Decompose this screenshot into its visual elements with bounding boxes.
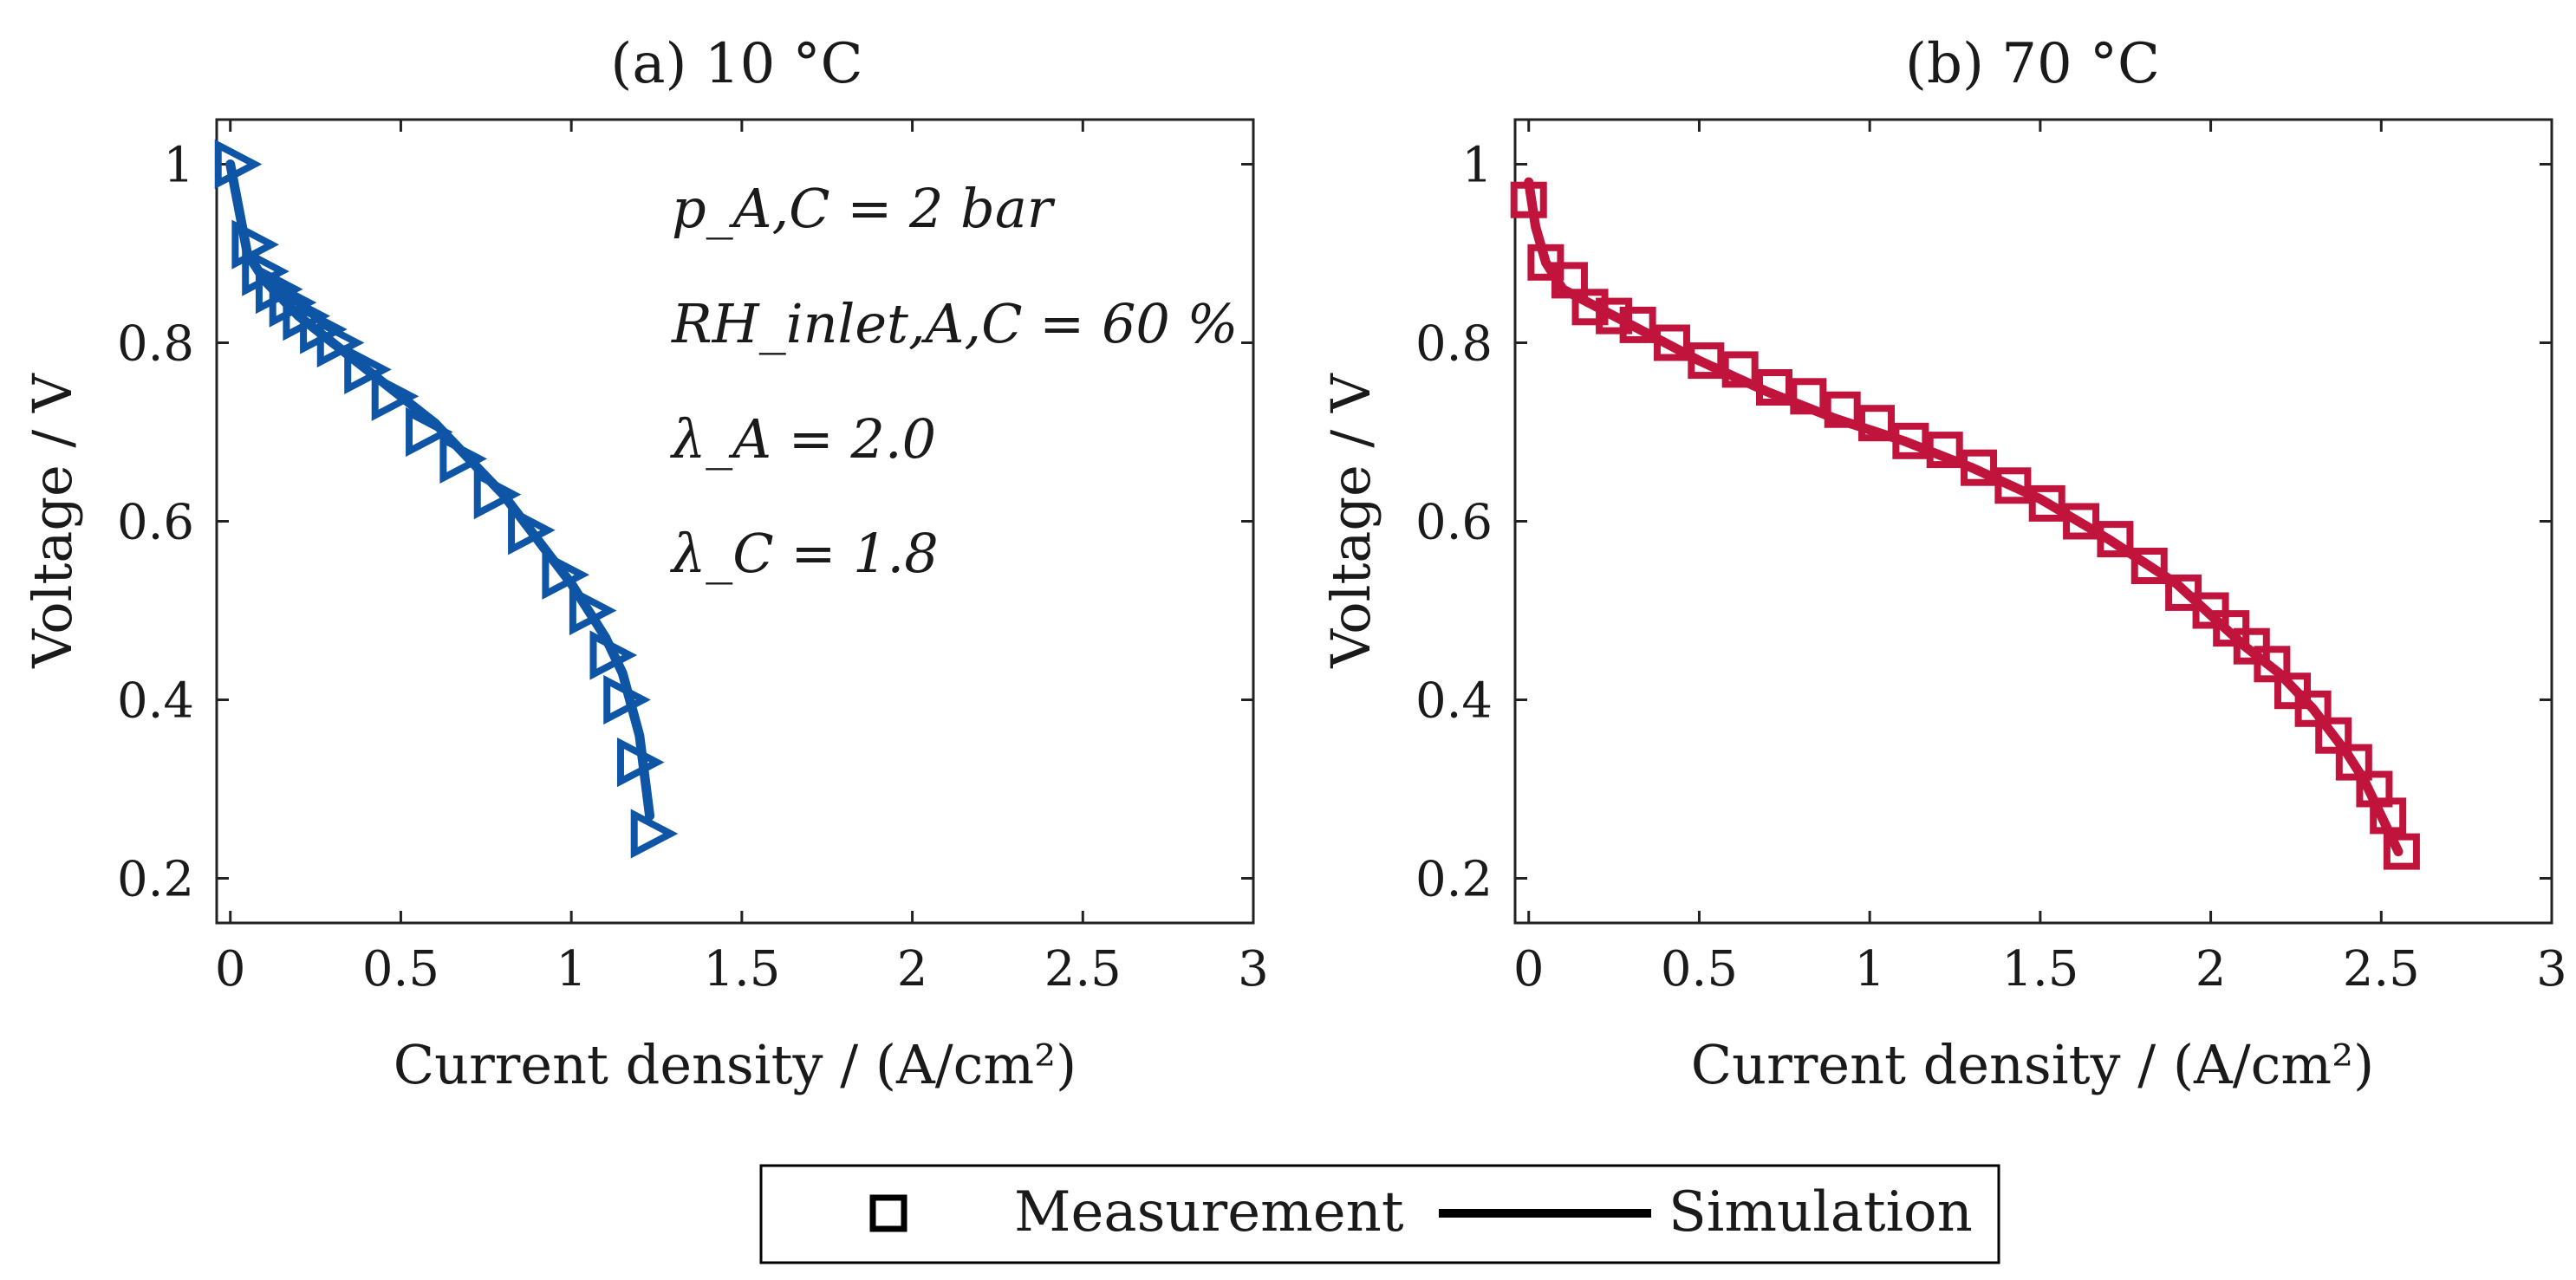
x-tick-label: 2.5	[1044, 941, 1122, 997]
panel-b-title: (b) 70 °C	[1905, 32, 2160, 96]
x-tick-label: 0.5	[1661, 941, 1738, 997]
y-tick-label: 1	[163, 138, 194, 194]
y-tick-label: 0.2	[1415, 852, 1493, 908]
panel-a-ticks: 0 0.5 1 1.5 2 2.5 3 0.2 0.4 0.6 0.8 1	[117, 120, 1269, 997]
measurement-point	[2294, 690, 2332, 727]
simulation-line	[225, 159, 655, 821]
measurement-point	[603, 674, 651, 725]
measurement-point	[1858, 405, 1896, 442]
measurement-point	[1721, 351, 1759, 388]
measurement-point	[1510, 181, 1547, 218]
legend: Measurement Simulation	[759, 1164, 2000, 1264]
measurement-point	[269, 277, 317, 328]
measurement-point	[439, 433, 488, 484]
legend-box	[759, 1164, 2000, 1264]
measurement-point	[242, 246, 289, 296]
measurement-point	[1596, 297, 1633, 335]
x-tick-label: 1	[556, 941, 587, 997]
panel-b-ticks: 0 0.5 1 1.5 2 2.5 3 0.2 0.4 0.6 0.8 1	[1415, 120, 2567, 997]
x-tick-label: 2	[897, 941, 928, 997]
y-tick-label: 0.4	[117, 673, 194, 730]
measurement-point	[1892, 422, 1929, 459]
measurement-point	[2315, 717, 2352, 754]
measurement-point	[1824, 391, 1861, 428]
measurement-point	[1551, 262, 1588, 299]
measurement-point	[616, 737, 665, 788]
measurement-point	[1926, 432, 1963, 469]
y-tick-label: 0.2	[117, 852, 194, 908]
y-tick-label: 0.4	[1415, 673, 1493, 730]
panel-a-x-axis-label: Current density / (A/cm²)	[394, 1033, 1077, 1096]
measurement-point	[589, 630, 638, 680]
panel-a-y-axis-label: Voltage / V	[21, 373, 84, 669]
legend-label-measurement: Measurement	[1014, 1180, 1404, 1244]
legend-label-simulation: Simulation	[1669, 1180, 1973, 1244]
measurement-point	[2063, 503, 2100, 540]
x-tick-label: 0	[215, 941, 246, 997]
x-tick-label: 1	[1854, 941, 1885, 997]
measurement-point	[214, 139, 263, 190]
annotation-pressure: p_A,C = 2 bar	[672, 177, 1056, 240]
y-tick-label: 0.6	[117, 495, 194, 551]
measurement-point	[1961, 449, 1998, 486]
measurement-point	[2383, 833, 2420, 870]
x-tick-label: 0	[1513, 941, 1545, 997]
measurement-point	[473, 469, 522, 520]
panel-b-voltage-vs-current-70c: (b) 70 °C 0 0.5 1 1.5 2 2.5 3 0.2 0.4 0.6 0.8 1 Cur…	[1319, 32, 2567, 1096]
measurement-point	[542, 549, 590, 600]
annotation-lambda-anode: λ_A = 2.0	[669, 407, 936, 471]
panel-a-annotation-block: p_A,C = 2 bar RH_inlet,A,C = 60 % λ_A = …	[669, 177, 1238, 585]
measurement-point	[406, 406, 453, 458]
measurement-point	[1688, 342, 1725, 380]
measurement-point	[344, 344, 392, 395]
x-tick-label: 2.5	[2343, 941, 2420, 997]
measurement-point	[1790, 378, 1827, 415]
x-tick-label: 1.5	[703, 941, 780, 997]
measurement-point	[569, 585, 617, 636]
x-tick-label: 3	[1238, 941, 1269, 997]
measurement-point	[2370, 797, 2407, 835]
measurement-point	[316, 317, 365, 368]
simulation-line	[1524, 177, 2404, 857]
panel-b-y-axis-label: Voltage / V	[1319, 373, 1382, 669]
measurement-point	[2028, 484, 2065, 522]
panel-a-title: (a) 10 °C	[610, 32, 862, 96]
measurement-point	[371, 371, 420, 421]
measurement-point	[255, 264, 303, 315]
panel-b-x-axis-label: Current density / (A/cm²)	[1691, 1033, 2375, 1096]
panel-a-series	[214, 139, 679, 859]
x-tick-label: 2	[2195, 941, 2227, 997]
measurement-point	[1756, 369, 1792, 406]
y-tick-label: 0.8	[117, 316, 194, 373]
panel-b-series	[1510, 177, 2420, 870]
measurement-point	[2254, 646, 2291, 683]
measurement-point	[508, 505, 556, 556]
panel-a-voltage-vs-current-10c: (a) 10 °C 0 0.5 1 1.5 2 2.5 3 0.2 0.4 0.6 0.8 1 Cur…	[21, 32, 1269, 1096]
measurement-point	[2097, 521, 2134, 558]
y-tick-label: 1	[1461, 138, 1493, 194]
legend-square-marker-icon	[869, 1194, 907, 1232]
measurement-point	[1619, 306, 1656, 343]
x-tick-label: 3	[2536, 941, 2567, 997]
y-tick-label: 0.8	[1415, 316, 1493, 373]
x-tick-label: 1.5	[2001, 941, 2078, 997]
measurement-point	[1653, 324, 1690, 361]
measurement-point	[2130, 548, 2168, 584]
measurement-point	[1994, 467, 2032, 504]
annotation-lambda-cathode: λ_C = 1.8	[669, 522, 939, 585]
measurement-point	[1571, 289, 1609, 326]
annotation-humidity: RH_inlet,A,C = 60 %	[671, 292, 1238, 355]
y-tick-label: 0.6	[1415, 495, 1493, 551]
measurement-point	[630, 809, 679, 859]
measurement-point	[2335, 744, 2372, 781]
x-tick-label: 0.5	[362, 941, 439, 997]
